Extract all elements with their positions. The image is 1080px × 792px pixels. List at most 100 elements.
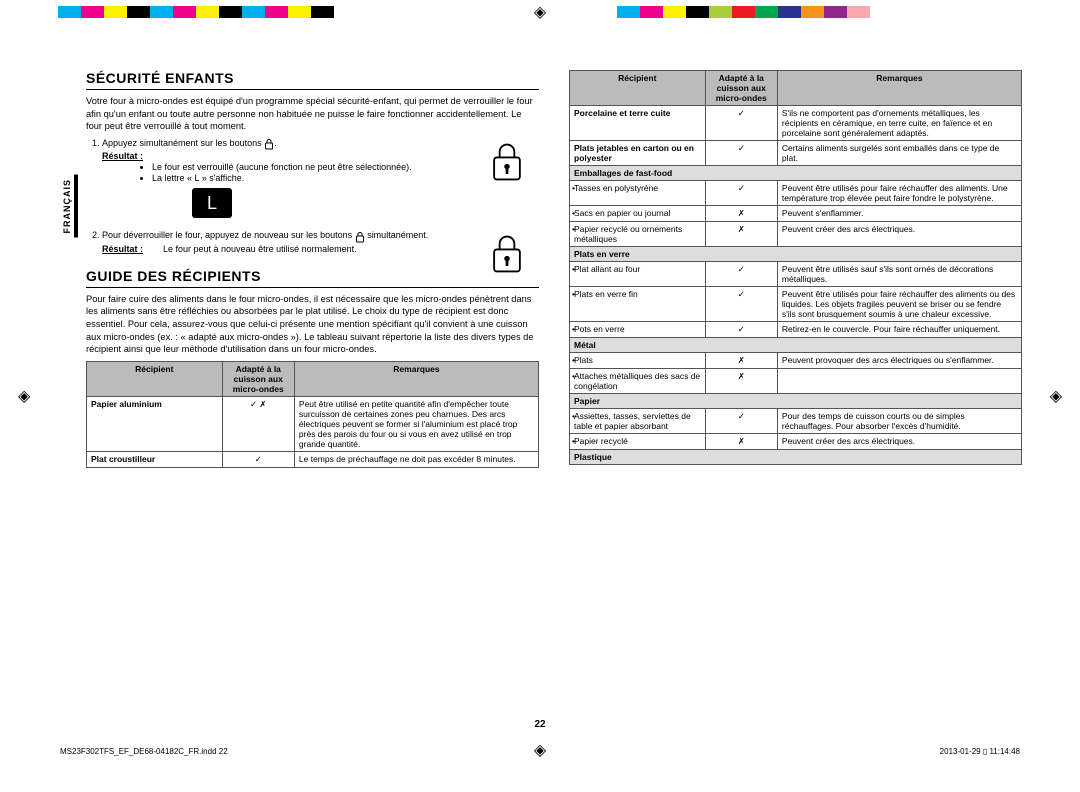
- safe-cell: ✗: [705, 369, 777, 394]
- table-row: Papier aluminium✓ ✗Peut être utilisé en …: [87, 396, 539, 451]
- recipient-cell: Tasses en polystyrène: [570, 181, 706, 206]
- note-cell: Pour des temps de cuisson courts ou de s…: [777, 409, 1021, 434]
- safe-cell: ✓: [705, 262, 777, 287]
- recipient-cell: Plat allant au four: [570, 262, 706, 287]
- step-1: Appuyez simultanément sur les boutons . …: [102, 138, 539, 223]
- display-l-icon: L: [192, 188, 232, 218]
- category-cell: Plats en verre: [570, 247, 1022, 262]
- note-cell: Peut être utilisé en petite quantité afi…: [294, 396, 538, 451]
- safe-cell: ✗: [705, 206, 777, 222]
- step1-text: Appuyez simultanément sur les boutons: [102, 138, 264, 148]
- section2-title: GUIDE DES RÉCIPIENTS: [86, 268, 539, 288]
- table-row: Métal: [570, 338, 1022, 353]
- note-cell: Peuvent s'enflammer.: [777, 206, 1021, 222]
- table-row: Plastique: [570, 450, 1022, 465]
- note-cell: Certains aliments surgelés sont emballés…: [777, 141, 1021, 166]
- step-2: Pour déverrouiller le four, appuyez de n…: [102, 230, 539, 254]
- result-label-1: Résultat :: [102, 151, 143, 161]
- step1-bullet2: La lettre « L » s'affiche.: [152, 173, 539, 183]
- footer-timestamp: 2013-01-29 ▯ 11:14:48: [940, 747, 1020, 756]
- registration-mark-right: ◈: [1050, 386, 1062, 406]
- table-row: Papier: [570, 394, 1022, 409]
- recipient-cell: Papier aluminium: [87, 396, 223, 451]
- recipient-cell: Papier recyclé: [570, 434, 706, 450]
- table-row: Assiettes, tasses, serviettes de table e…: [570, 409, 1022, 434]
- lock-inline-icon-2: [355, 231, 365, 241]
- note-cell: Peuvent être utilisés sauf s'ils sont or…: [777, 262, 1021, 287]
- safe-cell: ✗: [705, 353, 777, 369]
- recipient-cell: Plats: [570, 353, 706, 369]
- safe-cell: ✓: [705, 322, 777, 338]
- note-cell: Peuvent provoquer des arcs électriques o…: [777, 353, 1021, 369]
- note-cell: [777, 369, 1021, 394]
- registration-mark-top: ◈: [534, 2, 546, 22]
- section2-intro: Pour faire cuire des aliments dans le fo…: [86, 293, 539, 356]
- th-safe: Adapté à la cuisson aux micro-ondes: [222, 361, 294, 396]
- note-cell: Retirez-en le couvercle. Pour faire réch…: [777, 322, 1021, 338]
- table-row: Porcelaine et terre cuite✓S'ils ne compo…: [570, 106, 1022, 141]
- category-cell: Plastique: [570, 450, 1022, 465]
- result-label-2: Résultat :: [102, 244, 157, 254]
- recipient-cell: Attaches métalliques des sacs de congéla…: [570, 369, 706, 394]
- safe-cell: ✗: [705, 434, 777, 450]
- colorbar-full: [617, 6, 870, 18]
- table-row: Pots en verre✓Retirez-en le couvercle. P…: [570, 322, 1022, 338]
- safe-cell: ✓: [705, 409, 777, 434]
- right-column: Récipient Adapté à la cuisson aux micro-…: [569, 70, 1022, 712]
- safe-cell: ✓: [222, 451, 294, 467]
- cookware-table-right: Récipient Adapté à la cuisson aux micro-…: [569, 70, 1022, 465]
- note-cell: Peuvent être utilisés pour faire réchauf…: [777, 287, 1021, 322]
- recipient-cell: Plat croustilleur: [87, 451, 223, 467]
- page-content: SÉCURITÉ ENFANTS Votre four à micro-onde…: [58, 70, 1022, 712]
- table-row: Tasses en polystyrène✓Peuvent être utili…: [570, 181, 1022, 206]
- footer-filename: MS23F302TFS_EF_DE68-04182C_FR.indd 22: [60, 747, 228, 756]
- safe-cell: ✓: [705, 106, 777, 141]
- page-number: 22: [0, 719, 1080, 730]
- recipient-cell: Porcelaine et terre cuite: [570, 106, 706, 141]
- table-row: Papier recyclé✗Peuvent créer des arcs él…: [570, 434, 1022, 450]
- note-cell: Le temps de préchauffage ne doit pas exc…: [294, 451, 538, 467]
- th-notes: Remarques: [294, 361, 538, 396]
- registration-mark-left: ◈: [18, 386, 30, 406]
- section1-title: SÉCURITÉ ENFANTS: [86, 70, 539, 90]
- th-recipient-r: Récipient: [570, 71, 706, 106]
- table-row: Emballages de fast-food: [570, 166, 1022, 181]
- category-cell: Papier: [570, 394, 1022, 409]
- category-cell: Emballages de fast-food: [570, 166, 1022, 181]
- note-cell: Peuvent créer des arcs électriques.: [777, 434, 1021, 450]
- th-notes-r: Remarques: [777, 71, 1021, 106]
- table-row: Papier recyclé ou ornements métalliques✗…: [570, 222, 1022, 247]
- section1-intro: Votre four à micro-ondes est équipé d'un…: [86, 95, 539, 133]
- step2-text-b: simultanément.: [367, 230, 428, 240]
- th-safe-r: Adapté à la cuisson aux micro-ondes: [705, 71, 777, 106]
- recipient-cell: Plats jetables en carton ou en polyester: [570, 141, 706, 166]
- step2-result: Le four peut à nouveau être utilisé norm…: [163, 244, 357, 254]
- safe-cell: ✓: [705, 287, 777, 322]
- recipient-cell: Papier recyclé ou ornements métalliques: [570, 222, 706, 247]
- lock-open-icon: [483, 230, 531, 278]
- table-row: Plats✗Peuvent provoquer des arcs électri…: [570, 353, 1022, 369]
- left-column: SÉCURITÉ ENFANTS Votre four à micro-onde…: [58, 70, 539, 712]
- category-cell: Métal: [570, 338, 1022, 353]
- table-row: Plats jetables en carton ou en polyester…: [570, 141, 1022, 166]
- recipient-cell: Assiettes, tasses, serviettes de table e…: [570, 409, 706, 434]
- safe-cell: ✓: [705, 141, 777, 166]
- safe-cell: ✗: [705, 222, 777, 247]
- cookware-table-left: Récipient Adapté à la cuisson aux micro-…: [86, 361, 539, 468]
- colorbar-cmyk: [58, 6, 334, 18]
- registration-mark-bottom: ◈: [534, 740, 546, 760]
- safe-cell: ✓: [705, 181, 777, 206]
- table-row: Sacs en papier ou journal✗Peuvent s'enfl…: [570, 206, 1022, 222]
- lock-inline-icon: [264, 138, 274, 148]
- note-cell: Peuvent être utilisés pour faire réchauf…: [777, 181, 1021, 206]
- table-row: Plats en verre fin✓Peuvent être utilisés…: [570, 287, 1022, 322]
- note-cell: S'ils ne comportent pas d'ornements méta…: [777, 106, 1021, 141]
- recipient-cell: Plats en verre fin: [570, 287, 706, 322]
- table-row: Plat croustilleur✓Le temps de préchauffa…: [87, 451, 539, 467]
- step2-text-a: Pour déverrouiller le four, appuyez de n…: [102, 230, 355, 240]
- step1-bullet1: Le four est verrouillé (aucune fonction …: [152, 162, 539, 172]
- safe-cell: ✓ ✗: [222, 396, 294, 451]
- note-cell: Peuvent créer des arcs électriques.: [777, 222, 1021, 247]
- recipient-cell: Pots en verre: [570, 322, 706, 338]
- recipient-cell: Sacs en papier ou journal: [570, 206, 706, 222]
